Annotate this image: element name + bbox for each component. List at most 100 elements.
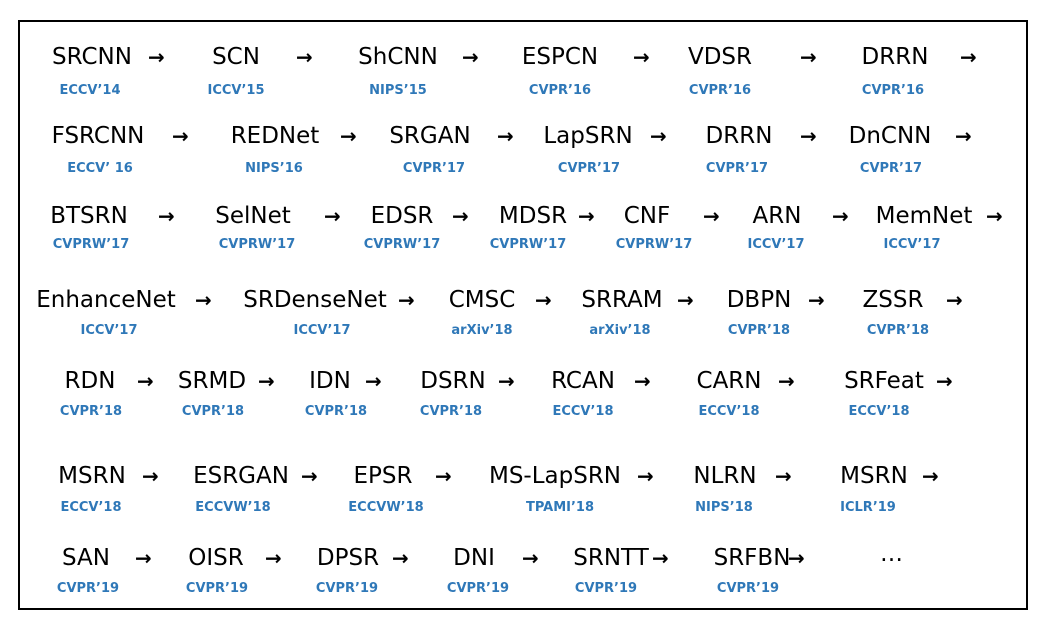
venue-label: CVPR’19 — [315, 581, 379, 596]
method-name: MDSR — [498, 203, 568, 229]
arrow-right-icon: → — [435, 464, 452, 488]
venue-label: ECCVW’18 — [195, 500, 271, 515]
venue-label: CVPRW’17 — [615, 237, 693, 252]
arrow-right-icon: → — [633, 45, 650, 69]
venue-label: CVPR’18 — [59, 404, 123, 419]
ellipsis-icon: … — [880, 541, 903, 567]
method-name: NLRN — [693, 463, 757, 489]
arrow-right-icon: → — [955, 124, 972, 148]
arrow-right-icon: → — [296, 45, 313, 69]
venue-label: arXiv’18 — [451, 323, 513, 338]
method-name: SRNTT — [573, 545, 649, 571]
method-name: ShCNN — [358, 44, 438, 70]
arrow-right-icon: → — [808, 288, 825, 312]
arrow-right-icon: → — [324, 204, 341, 228]
method-name: SelNet — [215, 203, 291, 229]
diagram-frame — [18, 20, 1028, 610]
venue-label: NIPS’16 — [245, 161, 303, 176]
method-name: ESRGAN — [193, 463, 289, 489]
venue-label: CVPR’17 — [557, 161, 621, 176]
arrow-right-icon: → — [135, 546, 152, 570]
method-name: DnCNN — [848, 123, 932, 149]
arrow-right-icon: → — [650, 124, 667, 148]
venue-label: ECCV’18 — [698, 404, 760, 419]
arrow-right-icon: → — [392, 546, 409, 570]
method-name: FSRCNN — [51, 123, 145, 149]
arrow-right-icon: → — [258, 369, 275, 393]
venue-label: CVPR’18 — [181, 404, 245, 419]
arrow-right-icon: → — [498, 369, 515, 393]
method-name: REDNet — [230, 123, 320, 149]
arrow-right-icon: → — [158, 204, 175, 228]
method-name: IDN — [309, 368, 351, 394]
method-name: ARN — [752, 203, 802, 229]
venue-label: CVPR’16 — [688, 83, 752, 98]
venue-label: TPAMI’18 — [525, 500, 595, 515]
method-name: SRFBN — [713, 545, 791, 571]
arrow-right-icon: → — [677, 288, 694, 312]
venue-label: NIPS’15 — [369, 83, 427, 98]
arrow-right-icon: → — [637, 464, 654, 488]
arrow-right-icon: → — [195, 288, 212, 312]
arrow-right-icon: → — [800, 45, 817, 69]
method-name: BTSRN — [50, 203, 128, 229]
venue-label: CVPR’19 — [716, 581, 780, 596]
arrow-right-icon: → — [142, 464, 159, 488]
method-name: EnhanceNet — [36, 287, 176, 313]
method-name: RDN — [64, 368, 116, 394]
arrow-right-icon: → — [497, 124, 514, 148]
method-name: CNF — [623, 203, 671, 229]
venue-label: ICLR’19 — [840, 500, 896, 515]
venue-label: CVPR’18 — [419, 404, 483, 419]
method-name: MemNet — [875, 203, 973, 229]
venue-label: CVPR’18 — [727, 323, 791, 338]
venue-label: ECCV’14 — [59, 83, 121, 98]
arrow-right-icon: → — [936, 369, 953, 393]
arrow-right-icon: → — [634, 369, 651, 393]
venue-label: ICCV’15 — [207, 83, 265, 98]
method-name: ZSSR — [862, 287, 924, 313]
method-name: DBPN — [726, 287, 792, 313]
venue-label: ICCV’17 — [293, 323, 351, 338]
method-name: SAN — [62, 545, 110, 571]
arrow-right-icon: → — [946, 288, 963, 312]
method-name: CMSC — [448, 287, 516, 313]
venue-label: NIPS’18 — [695, 500, 753, 515]
arrow-right-icon: → — [800, 124, 817, 148]
venue-label: CVPR’16 — [528, 83, 592, 98]
method-name: DSRN — [420, 368, 486, 394]
venue-label: arXiv’18 — [589, 323, 651, 338]
arrow-right-icon: → — [148, 45, 165, 69]
method-name: SRMD — [177, 368, 247, 394]
venue-label: CVPR’19 — [56, 581, 120, 596]
arrow-right-icon: → — [452, 204, 469, 228]
method-name: OISR — [188, 545, 244, 571]
venue-label: CVPR’17 — [402, 161, 466, 176]
arrow-right-icon: → — [265, 546, 282, 570]
method-name: EPSR — [353, 463, 413, 489]
venue-label: ECCV’18 — [60, 500, 122, 515]
arrow-right-icon: → — [340, 124, 357, 148]
method-name: SRFeat — [844, 368, 924, 394]
arrow-right-icon: → — [960, 45, 977, 69]
method-name: EDSR — [370, 203, 434, 229]
method-name: DNI — [453, 545, 495, 571]
method-name: MSRN — [840, 463, 908, 489]
method-name: SRCNN — [52, 44, 132, 70]
venue-label: CVPRW’17 — [52, 237, 130, 252]
arrow-right-icon: → — [172, 124, 189, 148]
method-name: SRDenseNet — [243, 287, 387, 313]
method-name: DPSR — [316, 545, 380, 571]
venue-label: CVPR’17 — [705, 161, 769, 176]
arrow-right-icon: → — [301, 464, 318, 488]
venue-label: CVPRW’17 — [363, 237, 441, 252]
venue-label: CVPR’19 — [185, 581, 249, 596]
method-name: DRRN — [861, 44, 929, 70]
method-name: RCAN — [551, 368, 615, 394]
venue-label: CVPR’19 — [446, 581, 510, 596]
venue-label: CVPR’19 — [574, 581, 638, 596]
arrow-right-icon: → — [462, 45, 479, 69]
arrow-right-icon: → — [703, 204, 720, 228]
arrow-right-icon: → — [365, 369, 382, 393]
method-name: SCN — [212, 44, 260, 70]
